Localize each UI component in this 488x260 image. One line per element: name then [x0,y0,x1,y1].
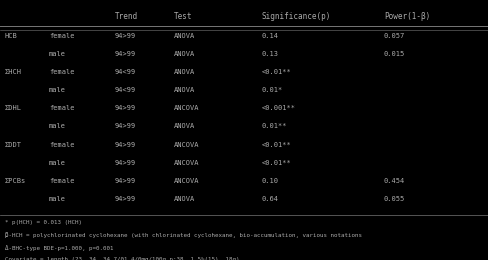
Text: 0.01*: 0.01* [261,87,282,93]
Text: ΣDHL: ΣDHL [5,105,22,111]
Text: 94>99: 94>99 [115,142,136,148]
Text: <0.01**: <0.01** [261,142,291,148]
Text: ANOVA: ANOVA [173,196,194,202]
Text: male: male [49,160,66,166]
Text: 94>99: 94>99 [115,124,136,129]
Text: 94<99: 94<99 [115,69,136,75]
Text: <0.01**: <0.01** [261,160,291,166]
Text: ANOVA: ANOVA [173,51,194,57]
Text: Covariate = length (23, 34, 34.7/01.4/0mg/100g p:38, 1.5%(15), 18g): Covariate = length (23, 34, 34.7/01.4/0m… [5,257,239,260]
Text: male: male [49,196,66,202]
Text: Trend: Trend [115,12,138,21]
Text: Power(1-β): Power(1-β) [383,12,429,21]
Text: <0.001**: <0.001** [261,105,295,111]
Text: HCB: HCB [5,32,18,38]
Text: * p(HCH) = 0.013 (HCH): * p(HCH) = 0.013 (HCH) [5,220,81,225]
Text: male: male [49,51,66,57]
Text: 94>99: 94>99 [115,32,136,38]
Text: male: male [49,124,66,129]
Text: Significance(p): Significance(p) [261,12,330,21]
Text: male: male [49,87,66,93]
Text: ANOVA: ANOVA [173,124,194,129]
Text: Δ-BHC-type BDE-p=1.000, p=0.001: Δ-BHC-type BDE-p=1.000, p=0.001 [5,245,113,251]
Text: ANCOVA: ANCOVA [173,178,199,184]
Text: 94>99: 94>99 [115,196,136,202]
Text: 94>99: 94>99 [115,160,136,166]
Text: female: female [49,142,74,148]
Text: 0.055: 0.055 [383,196,404,202]
Text: female: female [49,32,74,38]
Text: female: female [49,105,74,111]
Text: ΣDDT: ΣDDT [5,142,22,148]
Text: 0.13: 0.13 [261,51,278,57]
Text: Test: Test [173,12,192,21]
Text: 0.057: 0.057 [383,32,404,38]
Text: female: female [49,178,74,184]
Text: female: female [49,69,74,75]
Text: 0.10: 0.10 [261,178,278,184]
Text: 94<99: 94<99 [115,87,136,93]
Text: 94>99: 94>99 [115,178,136,184]
Text: ANCOVA: ANCOVA [173,142,199,148]
Text: ANOVA: ANOVA [173,87,194,93]
Text: β-HCH = polychlorinated cyclohexane (with chlorinated cyclohexane, bio-accumulat: β-HCH = polychlorinated cyclohexane (wit… [5,232,361,238]
Text: ANOVA: ANOVA [173,32,194,38]
Text: 0.14: 0.14 [261,32,278,38]
Text: 94>99: 94>99 [115,105,136,111]
Text: <0.01**: <0.01** [261,69,291,75]
Text: 0.015: 0.015 [383,51,404,57]
Text: ΣPCBs: ΣPCBs [5,178,26,184]
Text: ANOVA: ANOVA [173,69,194,75]
Text: ΣHCH: ΣHCH [5,69,22,75]
Text: 0.01**: 0.01** [261,124,286,129]
Text: 0.454: 0.454 [383,178,404,184]
Text: ANCOVA: ANCOVA [173,105,199,111]
Text: 94>99: 94>99 [115,51,136,57]
Text: 0.64: 0.64 [261,196,278,202]
Text: ANCOVA: ANCOVA [173,160,199,166]
